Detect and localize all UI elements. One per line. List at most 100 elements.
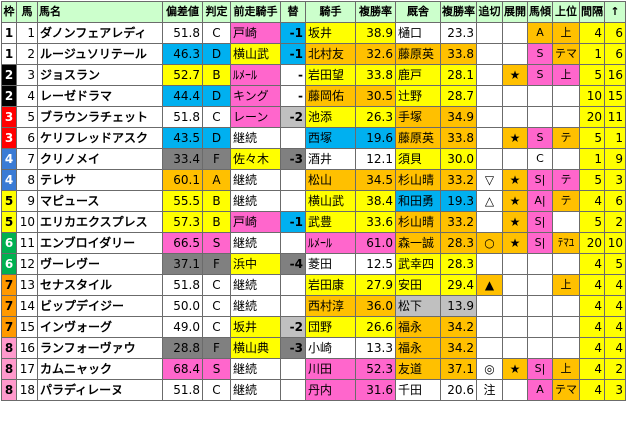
table-row[interactable]: 8 16 ランフォーヴァウ 28.8 F 横山典 -3 小崎 13.3 福永 34.2 4 4 (1, 337, 626, 359)
col-header-jockey[interactable]: 騎手 (305, 1, 356, 23)
cell-arrow: 3 (604, 169, 626, 191)
cell-prev-jockey: レーン (230, 106, 281, 128)
header-row: 枠 馬 馬名 偏差値 判定 前走騎手 替 騎手 複勝率 厩舎 複勝率 追切 展開… (1, 1, 626, 23)
cell-jockey-rate: 27.9 (355, 274, 396, 296)
table-row[interactable]: 2 4 レーゼドラマ 44.4 D キング - 藤岡佑 30.5 辻野 28.7 10 15 (1, 85, 626, 107)
table-row[interactable]: 5 10 エリカエクスプレス 57.3 B 戸崎 -1 武豊 33.6 杉山晴 33.2 ★ S| 5 2 (1, 211, 626, 233)
col-header-tenkai[interactable]: 展開 (502, 1, 528, 23)
cell-jockey: 丹内 (305, 379, 356, 401)
cell-uma: 4 (16, 85, 38, 107)
cell-trainer: 藤原英 (395, 43, 441, 65)
col-header-name[interactable]: 馬名 (37, 1, 163, 23)
cell-bakei (527, 85, 553, 107)
cell-joui (552, 148, 580, 170)
cell-joui (552, 295, 580, 317)
cell-jockey: 川田 (305, 358, 356, 380)
cell-uma: 14 (16, 295, 38, 317)
cell-hantei: B (202, 211, 231, 233)
col-header-uma[interactable]: 馬 (16, 1, 38, 23)
cell-uma: 15 (16, 316, 38, 338)
cell-hensa: 51.8 (162, 274, 203, 296)
cell-trainer: 藤原英 (395, 127, 441, 149)
table-row[interactable]: 6 12 ヴーレヴー 37.1 F 浜中 -4 菱田 12.5 武幸四 28.3 4 5 (1, 253, 626, 275)
cell-horse-name: ジョスラン (37, 64, 163, 86)
cell-horse-name: ルージュソリテール (37, 43, 163, 65)
cell-hantei: D (202, 43, 231, 65)
cell-prev-jockey: 継続 (230, 169, 281, 191)
table-row[interactable]: 7 15 インヴォーグ 49.0 C 坂井 -2 団野 26.6 福永 34.2 4 4 (1, 316, 626, 338)
col-header-oikiri[interactable]: 追切 (476, 1, 503, 23)
table-row[interactable]: 3 6 ケリフレッドアスク 43.5 D 継続 西塚 19.6 藤原英 33.8 ★ S テ 5 1 (1, 127, 626, 149)
cell-tenkai (502, 274, 528, 296)
cell-horse-name: クリノメイ (37, 148, 163, 170)
cell-jockey-rate: 32.6 (355, 43, 396, 65)
col-header-trainer[interactable]: 厩舎 (395, 1, 441, 23)
col-header-zen-jockey[interactable]: 前走騎手 (230, 1, 281, 23)
cell-joui (552, 211, 580, 233)
col-header-kawari[interactable]: 替 (280, 1, 306, 23)
table-row[interactable]: 1 2 ルージュソリテール 46.3 D 横山武 -1 北村友 32.6 藤原英 33.8 S テマ 1 6 (1, 43, 626, 65)
cell-trainer: 友道 (395, 358, 441, 380)
col-header-hensa[interactable]: 偏差値 (162, 1, 203, 23)
table-row[interactable]: 8 17 カムニャック 68.4 S 継続 川田 52.3 友道 37.1 ◎ ★ S| 上 4 2 (1, 358, 626, 380)
col-header-arrow[interactable]: ↑ (604, 1, 626, 23)
cell-hantei: D (202, 85, 231, 107)
cell-tenkai (502, 316, 528, 338)
cell-jockey-rate: 34.5 (355, 169, 396, 191)
col-header-bakei[interactable]: 馬傾 (527, 1, 553, 23)
cell-oikiri: △ (476, 190, 503, 212)
col-header-joui[interactable]: 上位 (552, 1, 580, 23)
cell-prev-jockey: 浜中 (230, 253, 281, 275)
cell-hensa: 33.4 (162, 148, 203, 170)
table-row[interactable]: 5 9 マピュース 55.5 B 継続 横山武 38.4 和田勇 19.3 △ ★ A| テ 4 6 (1, 190, 626, 212)
col-header-kankaku[interactable]: 間隔 (579, 1, 605, 23)
cell-trainer-rate: 37.1 (440, 358, 477, 380)
cell-jockey: 菱田 (305, 253, 356, 275)
cell-hantei: C (202, 316, 231, 338)
table-row[interactable]: 4 8 テレサ 60.1 A 継続 松山 34.5 杉山晴 33.2 ▽ ★ S| テ 5 3 (1, 169, 626, 191)
cell-trainer-rate: 28.7 (440, 85, 477, 107)
cell-trainer-rate: 28.3 (440, 253, 477, 275)
cell-waku: 1 (1, 22, 17, 44)
table-row[interactable]: 6 11 エンブロイダリー 66.5 S 継続 ﾙﾒｰﾙ 61.0 森一誠 28.3 ○ ★ S| ﾃﾏﾕ… (1, 232, 626, 254)
cell-bakei: C (527, 148, 553, 170)
cell-tenkai (502, 337, 528, 359)
cell-trainer: 安田 (395, 274, 441, 296)
cell-bakei (527, 106, 553, 128)
table-row[interactable]: 8 18 パラディレーヌ 51.8 C 継続 丹内 31.6 千田 20.6 注 A テマ 4 3 (1, 379, 626, 401)
cell-trainer-rate: 33.2 (440, 211, 477, 233)
cell-prev-jockey: キング (230, 85, 281, 107)
race-table-container: 枠 馬 馬名 偏差値 判定 前走騎手 替 騎手 複勝率 厩舎 複勝率 追切 展開… (1, 1, 626, 401)
cell-tenkai: ★ (502, 169, 528, 191)
cell-prev-jockey: 横山典 (230, 337, 281, 359)
cell-uma: 11 (16, 232, 38, 254)
table-row[interactable]: 7 13 セナスタイル 51.8 C 継続 岩田康 27.9 安田 29.4 ▲ 上 4 4 (1, 274, 626, 296)
cell-bakei: S| (527, 169, 553, 191)
cell-hantei: C (202, 295, 231, 317)
cell-trainer: 樋口 (395, 22, 441, 44)
race-table: 枠 馬 馬名 偏差値 判定 前走騎手 替 騎手 複勝率 厩舎 複勝率 追切 展開… (1, 1, 626, 401)
table-row[interactable]: 2 3 ジョスラン 52.7 B ﾙﾒｰﾙ - 岩田望 33.8 鹿戸 28.1 ★ S 上 5 16 (1, 64, 626, 86)
cell-hensa: 28.8 (162, 337, 203, 359)
cell-waku: 7 (1, 274, 17, 296)
cell-prev-jockey: 継続 (230, 295, 281, 317)
col-header-trainer-rate[interactable]: 複勝率 (440, 1, 477, 23)
cell-jockey: 西塚 (305, 127, 356, 149)
cell-hensa: 46.3 (162, 43, 203, 65)
cell-oikiri (476, 148, 503, 170)
cell-kawari (280, 169, 306, 191)
table-row[interactable]: 4 7 クリノメイ 33.4 F 佐々木 -3 酒井 12.1 須貝 30.0 C 1 9 (1, 148, 626, 170)
col-header-jockey-rate[interactable]: 複勝率 (355, 1, 396, 23)
cell-hantei: B (202, 64, 231, 86)
cell-waku: 2 (1, 85, 17, 107)
col-header-waku[interactable]: 枠 (1, 1, 17, 23)
table-row[interactable]: 3 5 ブラウンラチェット 51.8 C レーン -2 池添 26.3 手塚 34.9 20 11 (1, 106, 626, 128)
table-row[interactable]: 7 14 ビップデイジー 50.0 C 継続 西村淳 36.0 松下 13.9 4 4 (1, 295, 626, 317)
cell-tenkai (502, 295, 528, 317)
cell-bakei: S (527, 43, 553, 65)
cell-kankaku: 5 (579, 211, 605, 233)
cell-kawari: - (280, 85, 306, 107)
table-row[interactable]: 1 1 ダノンフェアレディ 51.8 C 戸崎 -1 坂井 38.9 樋口 23.3 A 上 4 6 (1, 22, 626, 44)
col-header-hantei[interactable]: 判定 (202, 1, 231, 23)
cell-horse-name: エンブロイダリー (37, 232, 163, 254)
